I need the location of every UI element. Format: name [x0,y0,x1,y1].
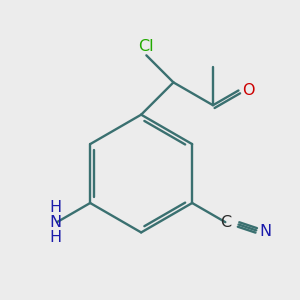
Text: C: C [220,214,231,230]
Text: O: O [242,83,254,98]
Text: N: N [260,224,272,239]
Text: N: N [50,214,61,230]
Text: H: H [50,230,61,244]
Text: Cl: Cl [139,39,154,54]
Text: H: H [50,200,61,215]
